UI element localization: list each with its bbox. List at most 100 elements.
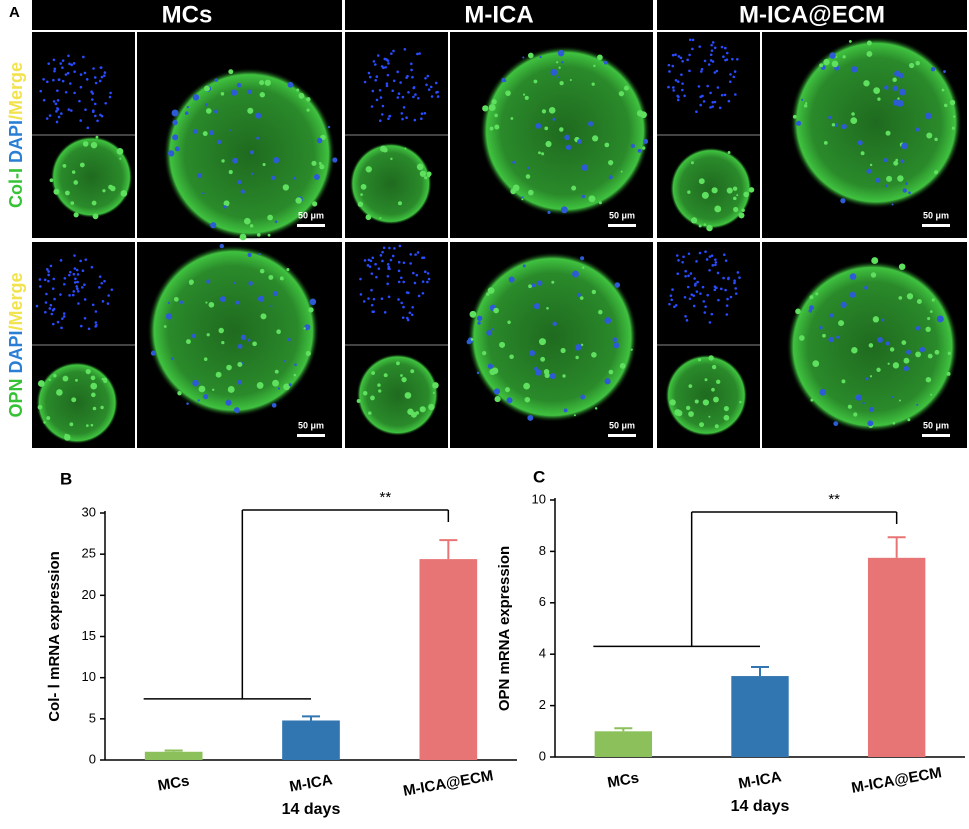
cell — [47, 62, 50, 65]
cell — [792, 114, 797, 119]
cell — [74, 277, 77, 281]
cell — [701, 191, 709, 199]
cell — [82, 55, 85, 59]
cell — [48, 114, 52, 117]
cell — [150, 350, 156, 356]
cell — [171, 109, 179, 117]
cell — [91, 200, 97, 206]
cell — [258, 252, 261, 256]
cell — [427, 277, 431, 281]
cell — [237, 180, 242, 185]
cell — [795, 308, 801, 315]
cell — [409, 262, 412, 265]
cell — [173, 296, 179, 302]
cell — [401, 117, 404, 121]
cell — [174, 146, 180, 152]
cell — [332, 157, 338, 163]
cell — [250, 150, 255, 155]
cell — [412, 271, 415, 275]
cell — [327, 125, 331, 129]
cell — [368, 411, 372, 415]
cell — [725, 58, 729, 61]
cell — [869, 163, 873, 167]
cell — [419, 406, 426, 413]
cell — [206, 279, 211, 284]
cell — [237, 344, 243, 349]
cell — [733, 196, 737, 201]
cell — [417, 96, 420, 100]
cell — [233, 407, 240, 413]
cell — [588, 121, 594, 127]
cell — [608, 175, 613, 180]
cell — [891, 203, 894, 206]
cell — [59, 259, 63, 262]
cell — [409, 62, 413, 66]
cell — [172, 134, 179, 141]
cell — [549, 373, 556, 380]
cell — [725, 304, 729, 307]
cell — [380, 113, 384, 116]
cell — [405, 116, 408, 119]
cell — [915, 127, 920, 132]
y-tick-label: 10 — [82, 669, 96, 684]
cell — [381, 104, 385, 108]
cell — [713, 396, 719, 403]
cell — [851, 66, 858, 73]
cell — [569, 79, 572, 82]
cell — [363, 80, 367, 84]
cell — [186, 402, 189, 405]
cell — [413, 118, 417, 122]
cell — [491, 99, 497, 105]
cell — [710, 312, 714, 316]
cell — [397, 201, 402, 206]
cell — [522, 264, 526, 268]
cell — [98, 286, 101, 289]
cell — [545, 140, 552, 148]
cell — [70, 63, 73, 67]
sphere — [147, 244, 320, 417]
cell — [359, 293, 363, 296]
y-axis-label: OPN mRNA expression — [496, 546, 513, 711]
cell — [79, 259, 82, 263]
cell — [476, 371, 480, 375]
cell — [270, 304, 273, 308]
cell — [698, 45, 702, 48]
cell — [608, 369, 614, 375]
cell — [54, 102, 58, 106]
cell — [724, 288, 727, 292]
cell — [857, 140, 863, 146]
cell — [416, 52, 419, 56]
cell — [392, 49, 395, 53]
cell — [907, 418, 911, 422]
cell — [699, 95, 703, 99]
cell — [891, 396, 894, 399]
cell — [724, 259, 728, 262]
micrograph — [762, 32, 967, 238]
cell — [424, 76, 427, 80]
cell — [90, 98, 94, 101]
sphere — [790, 36, 963, 209]
cell — [711, 387, 715, 392]
cell — [741, 208, 745, 213]
cell — [368, 265, 372, 268]
cell — [562, 374, 566, 378]
cell — [713, 288, 717, 292]
cell — [203, 394, 209, 400]
cell — [47, 279, 50, 283]
row-label-part: / — [6, 374, 26, 379]
cell — [100, 114, 104, 118]
cell — [306, 97, 311, 102]
cell — [630, 348, 633, 351]
cell — [603, 60, 608, 65]
cell — [56, 320, 60, 324]
cell — [698, 224, 702, 228]
cell — [482, 351, 487, 356]
cell — [165, 313, 173, 320]
cell — [401, 95, 405, 99]
cell — [417, 294, 421, 298]
cell — [82, 141, 89, 147]
cell — [581, 194, 586, 199]
cell — [949, 99, 956, 106]
cell — [676, 80, 680, 83]
